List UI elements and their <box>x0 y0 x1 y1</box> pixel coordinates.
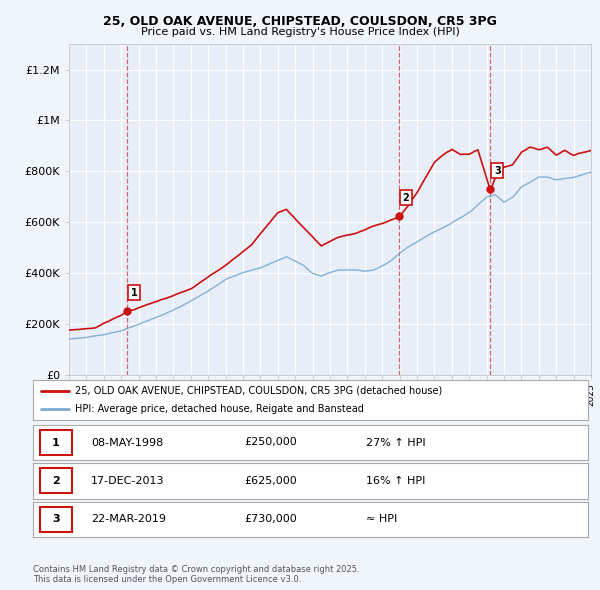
Text: 17-DEC-2013: 17-DEC-2013 <box>91 476 165 486</box>
Text: 2: 2 <box>403 192 409 202</box>
Text: 08-MAY-1998: 08-MAY-1998 <box>91 438 164 447</box>
Text: £625,000: £625,000 <box>244 476 296 486</box>
Text: Price paid vs. HM Land Registry's House Price Index (HPI): Price paid vs. HM Land Registry's House … <box>140 27 460 37</box>
Text: HPI: Average price, detached house, Reigate and Banstead: HPI: Average price, detached house, Reig… <box>74 404 364 414</box>
Text: ≈ HPI: ≈ HPI <box>366 514 397 524</box>
Text: 25, OLD OAK AVENUE, CHIPSTEAD, COULSDON, CR5 3PG: 25, OLD OAK AVENUE, CHIPSTEAD, COULSDON,… <box>103 15 497 28</box>
FancyBboxPatch shape <box>40 468 72 493</box>
Text: 1: 1 <box>52 438 59 447</box>
Text: 16% ↑ HPI: 16% ↑ HPI <box>366 476 425 486</box>
FancyBboxPatch shape <box>40 507 72 532</box>
Text: £730,000: £730,000 <box>244 514 296 524</box>
Text: 1: 1 <box>131 288 137 298</box>
Text: 22-MAR-2019: 22-MAR-2019 <box>91 514 166 524</box>
Text: 2: 2 <box>52 476 59 486</box>
Text: 3: 3 <box>494 166 500 176</box>
Text: 27% ↑ HPI: 27% ↑ HPI <box>366 438 425 447</box>
FancyBboxPatch shape <box>40 430 72 455</box>
Text: 25, OLD OAK AVENUE, CHIPSTEAD, COULSDON, CR5 3PG (detached house): 25, OLD OAK AVENUE, CHIPSTEAD, COULSDON,… <box>74 386 442 396</box>
Text: 3: 3 <box>52 514 59 524</box>
Text: Contains HM Land Registry data © Crown copyright and database right 2025.
This d: Contains HM Land Registry data © Crown c… <box>33 565 359 584</box>
Text: £250,000: £250,000 <box>244 438 296 447</box>
